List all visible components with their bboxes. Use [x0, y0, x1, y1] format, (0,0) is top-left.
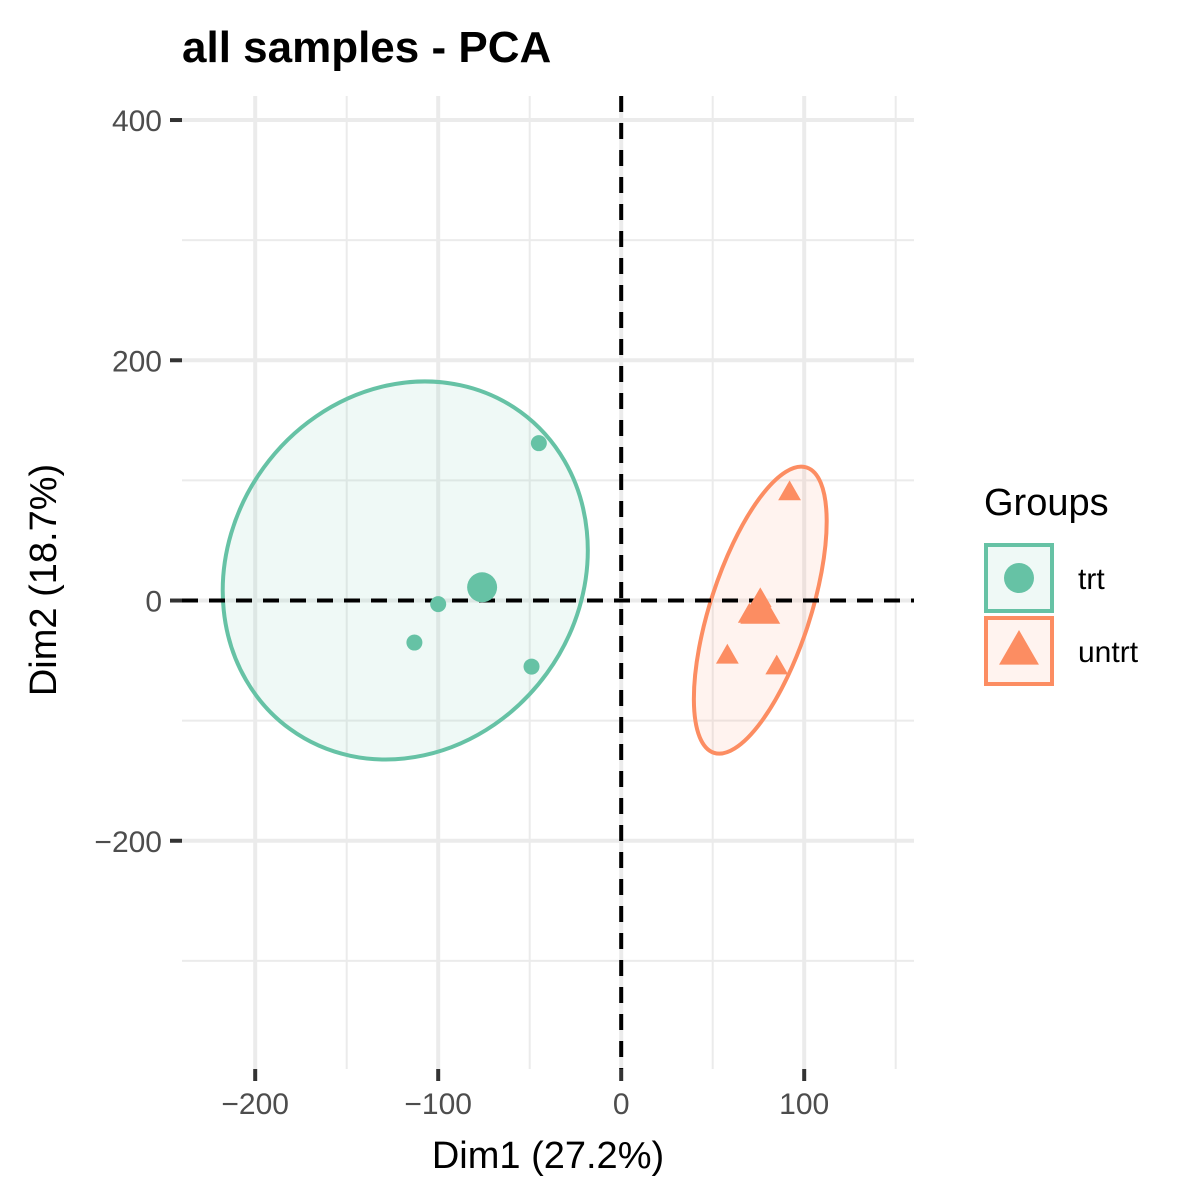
- trt-confidence-ellipse: [220, 379, 590, 762]
- untrt-centroid: [740, 589, 781, 624]
- legend-label-trt: trt: [1078, 563, 1105, 596]
- data-points: [406, 435, 801, 675]
- trt-centroid: [467, 572, 498, 603]
- x-tick-label: 100: [779, 1088, 829, 1121]
- legend-marker-untrt: [999, 630, 1039, 665]
- untrt-point: [715, 643, 739, 664]
- x-tick-label: −100: [404, 1088, 472, 1121]
- trt-point: [406, 634, 423, 651]
- y-tick-label: −200: [94, 826, 162, 859]
- legend: Groups trt untrt: [984, 482, 1139, 686]
- y-tick-label: 0: [145, 586, 162, 619]
- trt-point: [523, 658, 540, 675]
- x-tick-label: 0: [613, 1088, 630, 1121]
- axes: −200 0 200 400 −200 −100 0 100: [94, 105, 829, 1121]
- untrt-point: [778, 480, 801, 501]
- y-tick-label: 200: [112, 345, 162, 378]
- y-tick-label: 400: [112, 105, 162, 138]
- trt-point: [430, 596, 447, 613]
- legend-title: Groups: [984, 482, 1109, 524]
- reference-lines: [182, 96, 914, 1069]
- legend-marker-trt: [1004, 563, 1034, 593]
- confidence-ellipses: [220, 379, 829, 762]
- legend-label-untrt: untrt: [1078, 636, 1139, 669]
- x-axis-title: Dim1 (27.2%): [432, 1135, 664, 1177]
- x-tick-label: −200: [221, 1088, 289, 1121]
- trt-point: [530, 435, 547, 452]
- y-axis-title: Dim2 (18.7%): [23, 464, 65, 696]
- untrt-point: [765, 654, 789, 675]
- chart-title: all samples - PCA: [182, 23, 551, 72]
